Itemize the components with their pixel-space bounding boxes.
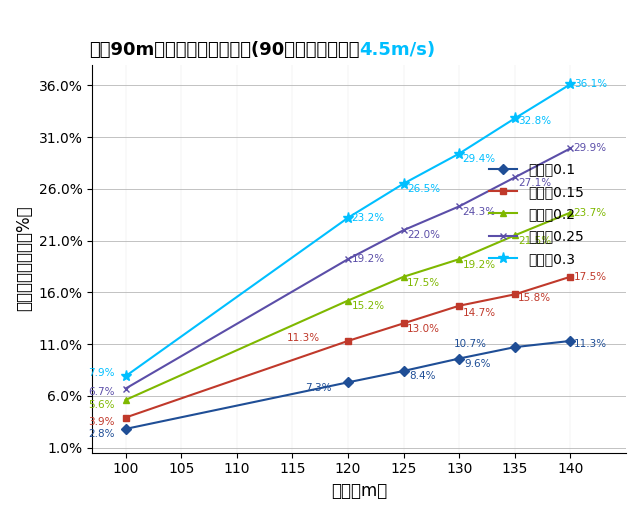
Text: 10.7%: 10.7%: [454, 339, 487, 349]
Text: 19.2%: 19.2%: [351, 254, 385, 264]
风切变0.25: [455, 203, 463, 210]
Line: 风切变0.15: 风切变0.15: [122, 273, 574, 421]
风切变0.25: [511, 174, 519, 180]
风切变0.3: [567, 81, 574, 88]
风切变0.3: [344, 215, 352, 221]
风切变0.2: [511, 232, 519, 238]
Text: 26.5%: 26.5%: [407, 184, 440, 194]
风切变0.3: [400, 180, 408, 186]
Line: 风切变0.2: 风切变0.2: [122, 209, 574, 403]
风切变0.25: [400, 227, 408, 233]
Line: 风切变0.1: 风切变0.1: [122, 337, 574, 433]
Text: 17.5%: 17.5%: [407, 278, 440, 288]
Text: 21.5%: 21.5%: [518, 235, 551, 246]
风切变0.3: [455, 150, 463, 157]
风切变0.25: [567, 145, 574, 151]
风切变0.25: [122, 385, 129, 391]
Text: 22.0%: 22.0%: [407, 230, 440, 241]
Text: 8.4%: 8.4%: [409, 371, 436, 381]
Text: 13.0%: 13.0%: [407, 323, 440, 334]
Text: 11.3%: 11.3%: [287, 333, 320, 343]
Legend: 风切变0.1, 风切变0.15, 风切变0.2, 风切变0.25, 风切变0.3: 风切变0.1, 风切变0.15, 风切变0.2, 风切变0.25, 风切变0.3: [483, 157, 589, 271]
风切变0.2: [122, 397, 129, 403]
风切变0.15: [344, 338, 352, 344]
风切变0.1: [567, 338, 574, 344]
Text: 15.8%: 15.8%: [518, 294, 551, 303]
Y-axis label: 年发电量提高量（%）: 年发电量提高量（%）: [15, 206, 33, 312]
Text: 2.8%: 2.8%: [88, 429, 115, 439]
风切变0.1: [344, 379, 352, 385]
风切变0.1: [511, 344, 519, 350]
风切变0.15: [122, 415, 129, 421]
Text: 32.8%: 32.8%: [518, 116, 551, 127]
风切变0.2: [455, 256, 463, 262]
风切变0.15: [567, 273, 574, 280]
Text: 24.3%: 24.3%: [463, 207, 495, 216]
Text: 36.1%: 36.1%: [574, 79, 607, 89]
Text: 29.4%: 29.4%: [463, 154, 495, 164]
Line: 风切变0.25: 风切变0.25: [122, 145, 574, 392]
Text: 5.6%: 5.6%: [88, 400, 115, 410]
Text: 9.6%: 9.6%: [465, 359, 491, 369]
风切变0.2: [567, 210, 574, 216]
Text: 相对90m高度年发电量提高量(90米高度平均风速: 相对90m高度年发电量提高量(90米高度平均风速: [88, 41, 359, 59]
风切变0.15: [455, 303, 463, 309]
Text: 14.7%: 14.7%: [463, 308, 495, 318]
Text: 27.1%: 27.1%: [518, 178, 551, 187]
风切变0.1: [455, 355, 463, 362]
风切变0.3: [511, 115, 519, 122]
Text: 6.7%: 6.7%: [88, 387, 115, 397]
Text: 7.9%: 7.9%: [88, 368, 115, 378]
Text: 23.2%: 23.2%: [351, 213, 385, 223]
Text: 11.3%: 11.3%: [574, 339, 607, 349]
风切变0.1: [400, 368, 408, 374]
Text: 3.9%: 3.9%: [88, 417, 115, 426]
风切变0.2: [400, 273, 408, 280]
Line: 风切变0.3: 风切变0.3: [120, 79, 576, 382]
风切变0.25: [344, 256, 352, 262]
Text: 17.5%: 17.5%: [574, 272, 607, 282]
Text: 15.2%: 15.2%: [351, 301, 385, 311]
风切变0.15: [511, 291, 519, 298]
Text: 19.2%: 19.2%: [463, 261, 495, 270]
Text: 7.3%: 7.3%: [305, 383, 331, 392]
Text: 23.7%: 23.7%: [574, 208, 607, 217]
风切变0.3: [122, 373, 129, 379]
Text: 4.5m/s): 4.5m/s): [359, 41, 435, 59]
风切变0.1: [122, 426, 129, 432]
X-axis label: 高度（m）: 高度（m）: [331, 482, 387, 500]
风切变0.15: [400, 320, 408, 327]
Text: 29.9%: 29.9%: [574, 143, 607, 153]
风切变0.2: [344, 298, 352, 304]
